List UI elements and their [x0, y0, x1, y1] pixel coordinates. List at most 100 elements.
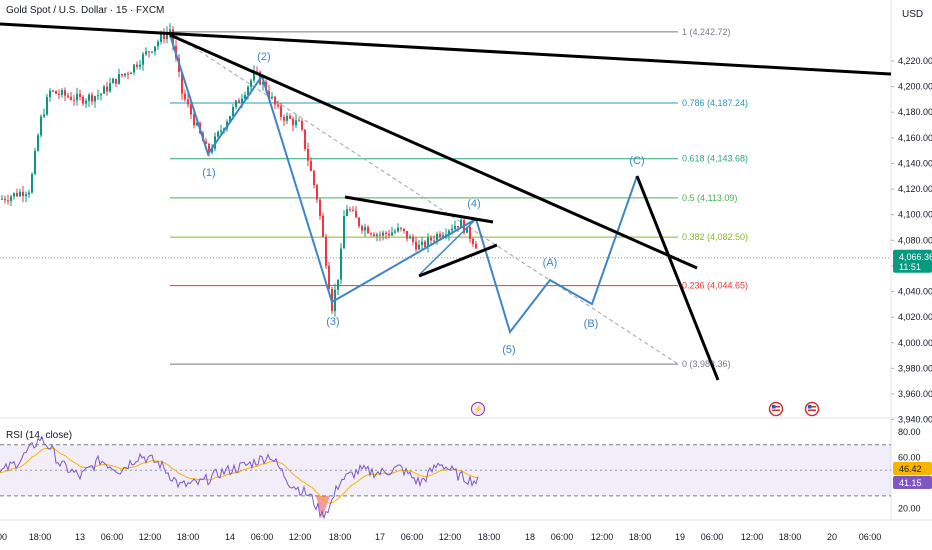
candle-body	[325, 236, 327, 266]
candle-body	[382, 232, 384, 236]
candle-body	[445, 234, 447, 236]
time-tick-label: 12:00	[591, 532, 614, 542]
wave-label-5: (5)	[502, 344, 515, 356]
candle-body	[409, 236, 411, 239]
candle-body	[7, 200, 9, 202]
candle-body	[139, 64, 141, 67]
time-tick-label: 12:00	[741, 532, 764, 542]
wave-label-C: (C)	[629, 155, 644, 167]
candle-body	[136, 64, 138, 67]
time-tick-label: 18:00	[329, 532, 352, 542]
trendline-2	[169, 33, 698, 270]
candle-body	[241, 98, 243, 103]
candle-body	[247, 86, 249, 95]
candle-body	[55, 90, 57, 94]
time-tick-label: 18:00	[478, 532, 501, 542]
candle-body	[358, 217, 360, 227]
time-tick-label: 20	[827, 532, 837, 542]
time-tick-label: 18:00	[29, 532, 52, 542]
candle-body	[94, 96, 96, 102]
candle-body	[364, 227, 366, 231]
time-tick-label: 18:00	[629, 532, 652, 542]
candle-body	[271, 96, 273, 98]
currency-label[interactable]: USD	[902, 9, 924, 20]
time-tick-label: 14	[225, 532, 235, 542]
fib-label-0.618: 0.618 (4,143.68)	[682, 154, 748, 164]
flag-stripe	[808, 406, 816, 408]
rsi-line	[0, 435, 479, 520]
fib-label-1: 1 (4,242.72)	[682, 27, 731, 37]
fib-label-0.382: 0.382 (4,082.50)	[682, 232, 748, 242]
candle-body	[103, 86, 105, 94]
price-tick-label: 4,180.00	[898, 107, 932, 117]
time-tick-label: 19	[675, 532, 685, 542]
candle-body	[442, 235, 444, 237]
fib-label-0.5: 0.5 (4,113.09)	[682, 193, 737, 203]
candle-body	[310, 160, 312, 171]
wave-label-4: (4)	[467, 198, 480, 210]
candle-body	[133, 64, 135, 73]
candle-body	[424, 241, 426, 247]
candle-body	[40, 116, 42, 136]
time-tick-label: 06:00	[701, 532, 724, 542]
candle-body	[145, 51, 147, 55]
candle-body	[298, 120, 300, 122]
trendline-3	[344, 195, 494, 224]
candle-body	[193, 114, 195, 126]
countdown-label: 11:51	[899, 262, 921, 272]
candle-body	[391, 232, 393, 236]
candle-body	[289, 115, 291, 119]
candle-body	[322, 215, 324, 237]
wave-label-A: (A)	[543, 257, 558, 269]
candle-body	[454, 226, 456, 230]
rsi-ma-value: 46.42	[899, 464, 922, 474]
trendline-4	[418, 243, 498, 278]
candle-body	[451, 229, 453, 231]
candle-body	[127, 73, 129, 75]
fib-label-0.786: 0.786 (4,187.24)	[682, 98, 748, 108]
price-tick-label: 4,140.00	[898, 158, 932, 168]
candle-body	[181, 71, 183, 94]
candle-body	[79, 93, 81, 97]
candle-body	[106, 86, 108, 92]
candle-body	[217, 131, 219, 137]
wave-4-connector	[419, 218, 477, 275]
wave-label-B: (B)	[584, 318, 599, 330]
candle-body	[430, 237, 432, 241]
candle-body	[109, 83, 111, 92]
candle-body	[25, 194, 27, 197]
candle-body	[307, 149, 309, 161]
candle-body	[13, 192, 15, 197]
candle-body	[394, 231, 396, 233]
time-tick-label: 18:00	[779, 532, 802, 542]
time-tick-label: 06:00	[251, 532, 274, 542]
time-tick-label: 12:00	[439, 532, 462, 542]
candle-body	[70, 96, 72, 100]
rsi-ma-line	[0, 447, 479, 504]
time-tick-label: 06:00	[551, 532, 574, 542]
candle-body	[211, 148, 213, 153]
candle-body	[379, 234, 381, 236]
candle-body	[16, 192, 18, 197]
candle-body	[208, 143, 210, 153]
candle-body	[304, 129, 306, 150]
candle-body	[319, 199, 321, 216]
candle-body	[124, 73, 126, 76]
candle-body	[328, 265, 330, 289]
price-tick-label: 3,960.00	[898, 389, 932, 399]
time-tick-label: 17	[375, 532, 385, 542]
candle-body	[187, 99, 189, 105]
candle-body	[292, 118, 294, 126]
time-tick-label: 12:00	[289, 532, 312, 542]
candle-body	[34, 150, 36, 174]
candle-body	[286, 115, 288, 121]
fib-label-0.236: 0.236 (4,044.65)	[682, 281, 748, 291]
candle-body	[397, 227, 399, 232]
candle-body	[67, 95, 69, 97]
flag-canton	[772, 405, 776, 409]
price-tick-label: 3,940.00	[898, 415, 932, 425]
time-tick-label: 12:00	[139, 532, 162, 542]
candle-body	[232, 107, 234, 117]
